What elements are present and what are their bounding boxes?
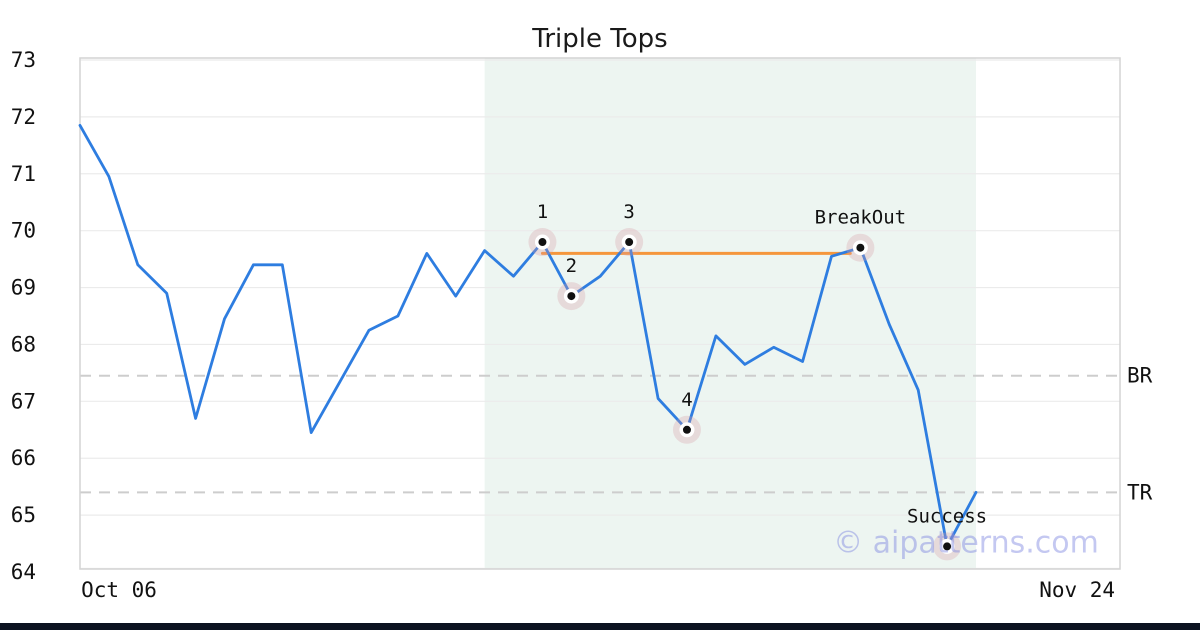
y-tick-label: 73 <box>11 48 36 72</box>
level-label-BR: BR <box>1127 364 1153 388</box>
pattern-label-1: 1 <box>537 201 548 223</box>
y-tick-label: 71 <box>11 162 36 186</box>
bottom-accent-bar <box>0 623 1200 630</box>
marker-dot-Success <box>943 542 952 551</box>
level-label-TR: TR <box>1127 480 1153 504</box>
marker-dot-BreakOut <box>856 243 865 252</box>
price-line <box>78 124 978 548</box>
y-tick-label: 68 <box>11 332 36 356</box>
y-tick-label: 66 <box>11 446 36 470</box>
y-tick-label: 72 <box>11 105 36 129</box>
pattern-label-4: 4 <box>681 389 692 411</box>
marker-dot-1 <box>538 238 547 247</box>
pattern-label-2: 2 <box>566 255 577 277</box>
marker-dot-3 <box>625 238 634 247</box>
x-tick-label: Oct 06 <box>81 578 157 602</box>
pattern-label-Success: Success <box>907 505 987 527</box>
x-tick-label: Nov 24 <box>1039 578 1115 602</box>
marker-dot-4 <box>682 425 691 434</box>
y-tick-label: 69 <box>11 276 36 300</box>
pattern-highlight-region <box>484 58 976 569</box>
y-tick-label: 64 <box>11 560 36 584</box>
y-tick-label: 70 <box>11 219 36 243</box>
plot-border <box>79 57 1121 570</box>
pattern-label-3: 3 <box>623 201 634 223</box>
pattern-label-BreakOut: BreakOut <box>815 207 907 229</box>
marker-dot-2 <box>567 292 576 301</box>
y-tick-label: 67 <box>11 389 36 413</box>
chart-title: Triple Tops <box>532 24 668 54</box>
y-tick-label: 65 <box>11 503 36 527</box>
